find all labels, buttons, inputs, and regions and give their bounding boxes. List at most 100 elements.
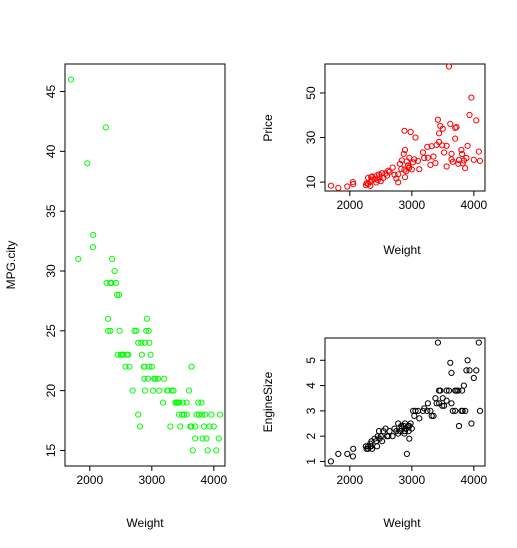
y-tick-label: 5 (304, 357, 318, 364)
panel-enginesize-vs-weight: 2000 3000 4000 1 2 3 4 5 Weight EngineSize (261, 337, 488, 530)
points-group (67, 76, 224, 454)
y-axis-label: EngineSize (261, 371, 275, 432)
data-point (424, 143, 431, 150)
x-tick-label: 4000 (460, 198, 487, 212)
data-point (349, 453, 356, 460)
data-point (432, 160, 439, 167)
data-point (335, 184, 342, 191)
data-point (401, 174, 409, 181)
data-point (146, 339, 153, 346)
data-point (335, 450, 342, 457)
data-point (141, 375, 148, 382)
data-point (350, 445, 357, 452)
data-point (365, 443, 372, 450)
y-tick-label: 4 (304, 382, 318, 389)
data-point (143, 315, 150, 322)
data-point (455, 387, 462, 394)
data-point (192, 423, 199, 430)
data-point (412, 134, 419, 141)
points-group (327, 63, 484, 191)
data-point (136, 423, 144, 430)
y-tick-label: 1 (304, 458, 318, 465)
data-point (181, 411, 188, 418)
data-point (133, 327, 140, 334)
data-point (368, 176, 375, 183)
data-point (403, 168, 410, 175)
y-axis: 1 2 3 4 5 (304, 357, 325, 465)
data-point (473, 367, 480, 374)
data-point (368, 174, 375, 181)
y-tick-label: 15 (44, 443, 58, 457)
data-point (424, 400, 431, 407)
data-point (204, 447, 211, 454)
data-point (455, 422, 463, 430)
x-tick-label: 4000 (460, 473, 487, 487)
data-point (439, 142, 446, 149)
data-point (179, 399, 186, 406)
y-axis-label: MPG.city (4, 241, 18, 290)
data-point (419, 407, 427, 414)
data-point (102, 124, 110, 131)
data-point (463, 367, 470, 374)
data-point (401, 127, 408, 134)
data-point (476, 407, 484, 414)
y-tick-label: 10 (304, 175, 318, 189)
y-tick-label: 40 (44, 144, 58, 158)
data-point (412, 407, 419, 414)
data-point (176, 399, 183, 406)
y-tick-label: 3 (304, 407, 318, 414)
data-point (206, 423, 213, 430)
data-point (107, 327, 114, 334)
data-point (379, 438, 386, 445)
data-point (172, 399, 179, 406)
data-point (167, 423, 174, 430)
x-axis-label: Weight (126, 516, 164, 530)
data-point (414, 157, 422, 164)
data-point (161, 375, 168, 382)
data-point (141, 339, 149, 346)
data-point (203, 435, 210, 442)
data-point (403, 450, 410, 457)
data-point (113, 279, 120, 286)
data-point (398, 422, 405, 430)
data-point (67, 76, 75, 83)
data-point (177, 423, 184, 430)
data-point (443, 387, 450, 394)
x-tick-label: 3000 (398, 198, 425, 212)
data-point (424, 154, 431, 161)
data-point (436, 138, 443, 146)
x-axis: 2000 3000 4000 (76, 466, 228, 487)
data-point (138, 351, 145, 358)
data-point (460, 382, 467, 389)
x-tick-label: 2000 (76, 473, 103, 487)
y-tick-label: 30 (304, 131, 318, 145)
data-point (462, 407, 469, 414)
data-point (115, 291, 123, 298)
data-point (116, 327, 123, 334)
data-point (150, 387, 157, 394)
data-point (105, 315, 112, 322)
data-point (185, 387, 193, 394)
data-point (427, 407, 434, 414)
data-point (143, 327, 150, 334)
data-point (427, 161, 434, 168)
x-tick-label: 3000 (398, 473, 425, 487)
data-point (131, 327, 138, 334)
data-point (401, 430, 408, 437)
data-point (75, 255, 82, 263)
data-point (430, 153, 437, 160)
data-point (405, 162, 412, 169)
data-point (344, 183, 351, 190)
data-point (189, 447, 196, 454)
data-point (154, 375, 162, 382)
data-point (441, 402, 448, 409)
plot-frame (64, 63, 226, 467)
data-point (470, 374, 477, 382)
data-point (114, 291, 121, 298)
data-point (141, 387, 149, 394)
data-point (443, 163, 450, 170)
data-point (436, 130, 443, 137)
y-tick-label: 2 (304, 432, 318, 439)
data-point (430, 412, 437, 419)
data-point (459, 150, 466, 158)
